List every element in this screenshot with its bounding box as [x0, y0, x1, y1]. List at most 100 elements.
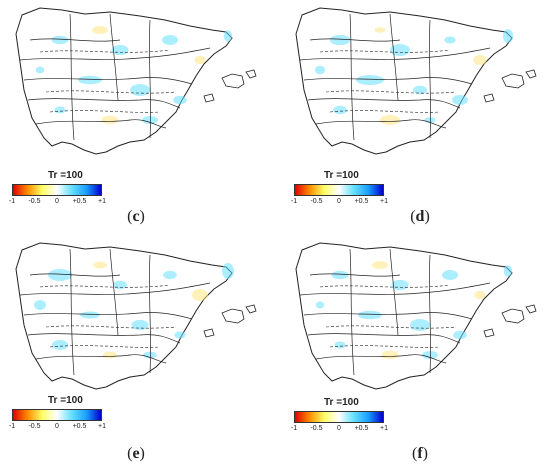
anomaly-patch [113, 280, 127, 290]
iberia-map [15, 242, 257, 390]
map-panel-c: Tr =100 -1 -0.5 0 +0.5 +1 (c) [0, 0, 270, 230]
map-panel-e: Tr =100 -1 -0.5 0 +0.5 +1 (e) [0, 235, 270, 465]
river-line [39, 49, 171, 53]
island-outline [501, 73, 525, 89]
anomaly-patch [374, 27, 386, 33]
anomaly-patch [92, 26, 108, 34]
anomaly-patch [51, 35, 69, 45]
peninsula-outline [15, 7, 233, 155]
panel-caption: (e) [127, 445, 145, 462]
anomaly-patch [380, 115, 400, 125]
anomaly-patch [222, 263, 234, 279]
anomaly-patch [331, 270, 349, 280]
basin-border [309, 38, 401, 42]
anomaly-patch [131, 319, 149, 331]
colorbar-tick-label: -0.5 [310, 425, 323, 432]
basin-border [23, 77, 193, 85]
basin-border [27, 333, 181, 344]
colorbar-tick-label: -1 [290, 198, 298, 205]
island-outline [203, 93, 215, 103]
island-outline [221, 308, 245, 324]
island-outline [525, 304, 537, 314]
colorbar-tick-label: +1 [380, 425, 388, 432]
anomaly-patch [391, 279, 409, 291]
basin-border [109, 13, 119, 101]
iberia-map [295, 7, 537, 155]
anomaly-patch [103, 351, 117, 359]
island-outline [501, 308, 525, 324]
basin-border [349, 248, 355, 376]
basin-border [429, 19, 431, 139]
river-line [329, 110, 441, 113]
river-line [329, 345, 441, 348]
anomaly-patch [444, 36, 456, 44]
colorbar-tick-label: -1 [290, 425, 298, 432]
island-outline [245, 69, 257, 79]
anomaly-patch [194, 55, 206, 65]
basin-border [149, 254, 151, 374]
colorbar-tick-label: +1 [98, 423, 106, 430]
anomaly-patch [413, 85, 427, 95]
basin-border [23, 312, 193, 320]
iberia-map [15, 7, 257, 155]
river-line [49, 110, 161, 113]
colorbar [294, 411, 384, 423]
basin-border [315, 119, 447, 129]
panel-caption: (d) [410, 208, 430, 225]
island-outline [221, 73, 245, 89]
map-panel-f: Tr =100 -1 -0.5 0 +0.5 +1 (f) [280, 235, 550, 465]
anomaly-patch [173, 95, 187, 105]
basin-border [35, 354, 167, 364]
colorbar-tick-label: -0.5 [28, 198, 41, 205]
anomaly-patch [381, 350, 399, 360]
island-outline [483, 328, 495, 338]
colorbar-tick-label: 0 [337, 425, 341, 432]
anomaly-patch [163, 270, 177, 280]
anomaly-patch [314, 65, 326, 75]
colorbar [12, 409, 102, 421]
return-period-label: Tr =100 [48, 395, 83, 406]
anomaly-patch [142, 116, 158, 124]
basin-border [69, 248, 75, 376]
basin-border [19, 47, 211, 61]
basin-border [109, 248, 119, 336]
anomaly-patch [453, 330, 467, 340]
anomaly-patch [192, 289, 208, 301]
anomaly-patch [101, 115, 119, 125]
colorbar-tick-label: +1 [98, 198, 106, 205]
panel-caption: (c) [127, 208, 145, 225]
basin-border [349, 13, 355, 141]
anomaly-patch [34, 300, 46, 310]
anomaly-patch [52, 340, 68, 350]
colorbar-tick-label: +0.5 [354, 425, 369, 432]
colorbar-tick-label: +0.5 [72, 423, 87, 430]
anomaly-patch [473, 54, 487, 66]
river-line [49, 345, 161, 348]
anomaly-patch [78, 75, 102, 85]
anomaly-patch [390, 44, 410, 56]
basin-border [429, 254, 431, 374]
peninsula-outline [15, 242, 233, 390]
anomaly-patch [424, 117, 436, 123]
basin-border [389, 13, 399, 101]
anomaly-patch [474, 290, 486, 300]
anomaly-patch [502, 29, 514, 43]
peninsula-outline [295, 242, 513, 390]
anomaly-patch [48, 269, 72, 281]
colorbar-tick-label: +1 [380, 198, 388, 205]
basin-border [19, 282, 211, 296]
return-period-label: Tr =100 [48, 170, 83, 181]
anomaly-patch [54, 106, 66, 114]
colorbar-tick-label: 0 [55, 198, 59, 205]
basin-border [69, 13, 75, 141]
anomaly-patch [442, 270, 458, 280]
island-outline [483, 93, 495, 103]
anomaly-patch [223, 30, 233, 42]
island-outline [203, 328, 215, 338]
basin-border [299, 47, 491, 61]
anomaly-patch [452, 95, 468, 105]
anomaly-patch [334, 341, 346, 349]
island-outline [525, 69, 537, 79]
colorbar [294, 184, 384, 196]
colorbar-tick-label: -0.5 [28, 423, 41, 430]
